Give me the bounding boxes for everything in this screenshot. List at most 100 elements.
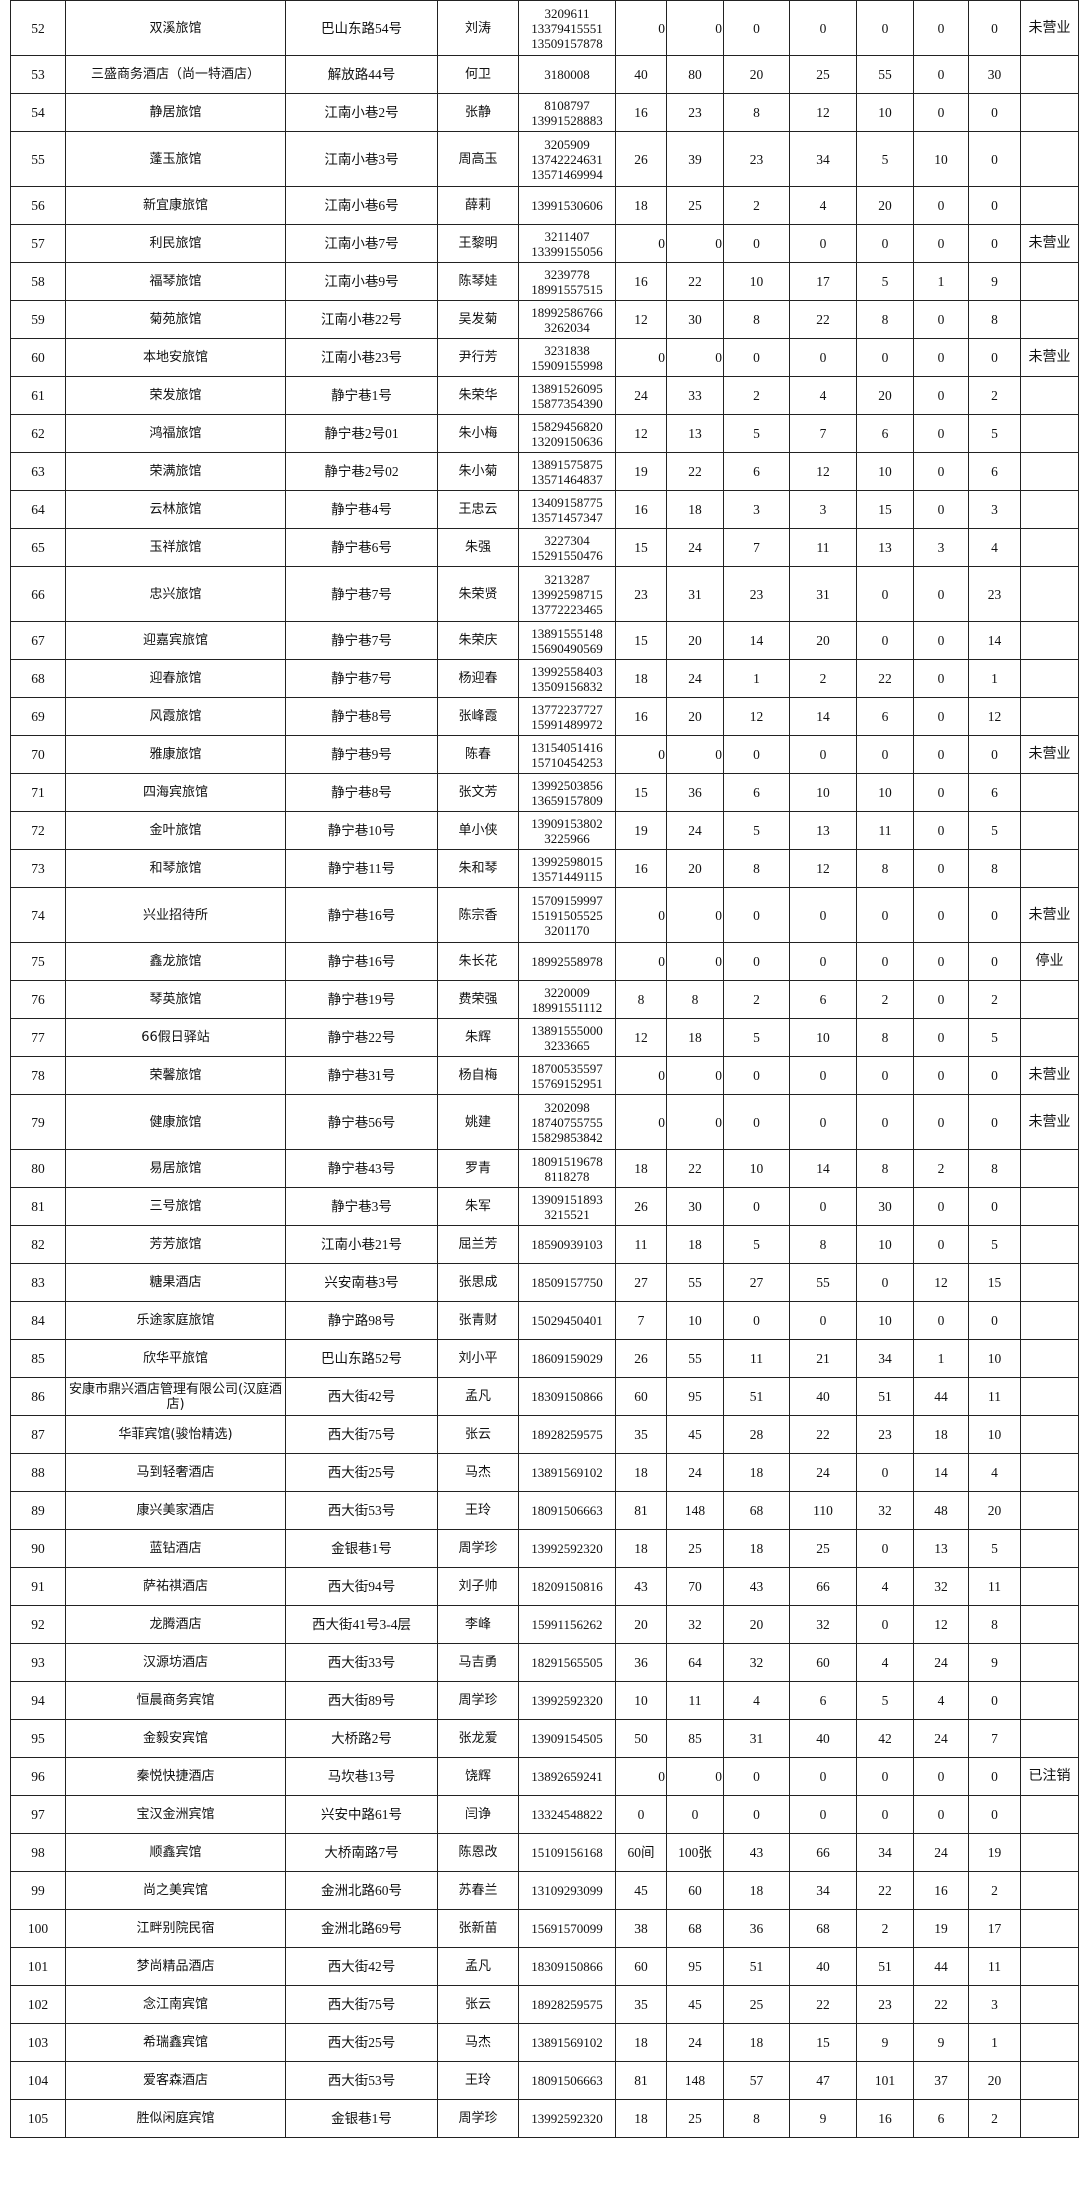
value-col-6: 24	[913, 1643, 969, 1682]
value-col-3: 2	[723, 186, 790, 225]
value-col-1: 10	[615, 1681, 667, 1720]
value-col-5: 10	[856, 1301, 914, 1340]
contact-person: 朱长花	[437, 942, 519, 981]
row-number: 61	[10, 376, 66, 415]
table-row: 72 金叶旅馆 静宁巷10号 单小侠 13909153802 3225966 19 24 5 1…	[10, 811, 1079, 850]
contact-person: 朱小菊	[437, 452, 519, 491]
value-col-5: 9	[856, 2023, 914, 2062]
value-col-5: 5	[856, 131, 914, 187]
value-col-5: 34	[856, 1339, 914, 1378]
value-col-7: 30	[968, 55, 1021, 94]
value-col-4: 15	[789, 2023, 857, 2062]
row-number: 103	[10, 2023, 66, 2062]
value-col-3: 10	[723, 262, 790, 301]
value-col-3: 18	[723, 1871, 790, 1910]
business-name: 乐途家庭旅馆	[65, 1301, 286, 1340]
address: 静宁巷31号	[285, 1056, 438, 1095]
value-col-7: 0	[968, 1795, 1021, 1834]
table-row: 94 恒晨商务宾馆 西大街89号 周学珍 13992592320 10 11 4 6 5 4 0	[10, 1681, 1079, 1720]
business-name: 四海宾旅馆	[65, 773, 286, 812]
value-col-7: 9	[968, 1643, 1021, 1682]
table-row: 89 康兴美家酒店 西大街53号 王玲 18091506663 81 148 68 110 32 4…	[10, 1491, 1079, 1530]
value-col-4: 0	[789, 338, 857, 377]
table-row: 98 顺鑫宾馆 大桥南路7号 陈恩改 15109156168 60间 100张 43 66 34 2…	[10, 1833, 1079, 1872]
value-col-1: 60	[615, 1947, 667, 1986]
row-number: 65	[10, 528, 66, 567]
business-name: 静居旅馆	[65, 93, 286, 132]
contact-person: 杨自梅	[437, 1056, 519, 1095]
row-number: 68	[10, 659, 66, 698]
phone: 13992558403 13509156832	[518, 659, 616, 698]
remark	[1020, 1795, 1079, 1834]
remark: 未营业	[1020, 735, 1079, 774]
value-col-4: 32	[789, 1605, 857, 1644]
address: 江南小巷7号	[285, 224, 438, 263]
value-col-6: 0	[913, 735, 969, 774]
table-row: 88 马到轻奢酒店 西大街25号 马杰 13891569102 18 24 18 24 0 14 4	[10, 1453, 1079, 1492]
value-col-6: 0	[913, 1056, 969, 1095]
value-col-4: 110	[789, 1491, 857, 1530]
value-col-7: 0	[968, 1757, 1021, 1796]
contact-person: 陈恩改	[437, 1833, 519, 1872]
value-col-2: 25	[666, 186, 724, 225]
value-col-2: 0	[666, 942, 724, 981]
value-col-1: 18	[615, 1453, 667, 1492]
table-row: 61 荣发旅馆 静宁巷1号 朱荣华 13891526095 15877354390 24 3…	[10, 376, 1079, 415]
remark	[1020, 262, 1079, 301]
value-col-1: 26	[615, 1339, 667, 1378]
business-name: 龙腾酒店	[65, 1605, 286, 1644]
value-col-3: 6	[723, 773, 790, 812]
address: 静宁巷16号	[285, 942, 438, 981]
value-col-7: 0	[968, 1681, 1021, 1720]
value-col-5: 5	[856, 262, 914, 301]
value-col-4: 0	[789, 1056, 857, 1095]
value-col-1: 0	[615, 1757, 667, 1796]
phone: 13891575875 13571464837	[518, 452, 616, 491]
value-col-4: 22	[789, 300, 857, 339]
phone: 3213287 13992598715 13772223465	[518, 566, 616, 622]
value-col-3: 0	[723, 1187, 790, 1226]
value-col-6: 0	[913, 697, 969, 736]
contact-person: 苏春兰	[437, 1871, 519, 1910]
value-col-5: 0	[856, 887, 914, 943]
row-number: 92	[10, 1605, 66, 1644]
value-col-6: 10	[913, 131, 969, 187]
business-name: 琴英旅馆	[65, 980, 286, 1019]
value-col-6: 0	[913, 1225, 969, 1264]
contact-person: 饶辉	[437, 1757, 519, 1796]
phone: 18609159029	[518, 1339, 616, 1378]
value-col-2: 68	[666, 1909, 724, 1948]
remark	[1020, 452, 1079, 491]
table-row: 71 四海宾旅馆 静宁巷8号 张文芳 13992503856 13659157809 15…	[10, 773, 1079, 812]
address: 西大街42号	[285, 1377, 438, 1416]
remark	[1020, 1529, 1079, 1568]
phone: 3209611 13379415551 13509157878	[518, 0, 616, 56]
value-col-6: 37	[913, 2061, 969, 2100]
value-col-2: 80	[666, 55, 724, 94]
value-col-4: 0	[789, 1795, 857, 1834]
value-col-3: 20	[723, 55, 790, 94]
business-name: 尚之美宾馆	[65, 1871, 286, 1910]
business-name: 迎春旅馆	[65, 659, 286, 698]
table-row: 104 爱客森酒店 西大街53号 王玲 18091506663 81 148 57 47 101 3…	[10, 2061, 1079, 2100]
value-col-1: 0	[615, 338, 667, 377]
value-col-4: 0	[789, 224, 857, 263]
row-number: 86	[10, 1377, 66, 1416]
phone: 3211407 13399155056	[518, 224, 616, 263]
value-col-1: 36	[615, 1643, 667, 1682]
value-col-7: 0	[968, 1187, 1021, 1226]
value-col-7: 0	[968, 338, 1021, 377]
table-row: 76 琴英旅馆 静宁巷19号 费荣强 3220009 18991551112 8 8 2 6 2 0…	[10, 980, 1079, 1019]
value-col-5: 10	[856, 1225, 914, 1264]
value-col-7: 8	[968, 300, 1021, 339]
contact-person: 陈琴娃	[437, 262, 519, 301]
value-col-5: 0	[856, 1529, 914, 1568]
remark	[1020, 1339, 1079, 1378]
remark	[1020, 1567, 1079, 1606]
value-col-6: 24	[913, 1833, 969, 1872]
contact-person: 朱荣华	[437, 376, 519, 415]
value-col-4: 25	[789, 1529, 857, 1568]
address: 静宁巷3号	[285, 1187, 438, 1226]
remark	[1020, 1149, 1079, 1188]
row-number: 63	[10, 452, 66, 491]
